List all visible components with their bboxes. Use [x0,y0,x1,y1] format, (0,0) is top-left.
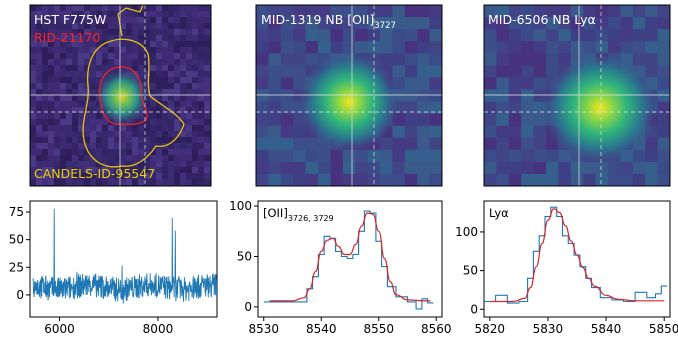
chart-1-annotation-main: [OII] [263,206,288,220]
chart-2-y-tick-label: 100 [455,225,478,239]
oii-frame [255,4,443,187]
oii-label-sub: 3727 [374,21,396,31]
oii-label-main: MID-1319 NB [OII] [261,12,374,27]
contour-yellow [82,38,185,168]
chart-1-x-tick-label: 8560 [421,322,452,336]
lya-image-panel: MID-6506 NB Lyα [483,4,671,187]
chart-1-axes-frame [257,200,443,318]
chart-2-y-tick-label: 0 [470,302,478,316]
chart-1-y-tick-label: 100 [229,199,252,213]
chart-2-axes-frame [483,200,671,318]
lya-label: MID-6506 NB Lyα [488,12,596,27]
chart-2-fit-curve [489,208,665,303]
oii-line-chart: 8530 8540 8550 8560 0 50 100 [OII]3726, 3729 [229,199,451,336]
chart-1-x-tick-label: 8540 [306,322,337,336]
broadband-spectrum-chart: 6000 8000 0 25 50 75 [9,200,218,336]
contour-red [99,66,148,125]
chart-0-y-tick-label: 75 [9,205,24,219]
chart-2-x-tick-label: 5830 [533,322,564,336]
chart-1-x-tick-label: 8550 [363,322,394,336]
chart-1-spectrum-step [263,210,434,310]
hst-image-panel: HST F775W RID-21170 CANDELS-ID-95547 [29,4,212,187]
chart-0-x-tick-label: 8000 [143,322,174,336]
chart-0-y-tick-label: 0 [16,288,24,302]
chart-2-y-tick-label: 50 [463,264,478,278]
contour-yellow-top [117,5,144,37]
chart-2-x-tick-label: 5850 [649,322,678,336]
chart-0-axes-frame [29,200,218,318]
chart-1-y-tick-label: 0 [244,300,252,314]
lya-source-blob [540,50,660,166]
chart-0-y-tick-label: 50 [9,233,24,247]
hst-frame [29,4,212,187]
chart-0-x-tick-label: 6000 [44,322,75,336]
lya-line-chart: 5820 5830 5840 5850 0 50 100 Lyα [455,200,678,336]
oii-source-blob [297,50,401,154]
chart-2-x-tick-label: 5840 [591,322,622,336]
chart-2-x-tick-label: 5820 [475,322,506,336]
chart-2-annotation: Lyα [489,206,509,220]
chart-1-x-tick-label: 8530 [248,322,279,336]
oii-label: MID-1319 NB [OII]3727 [261,12,396,31]
chart-2-annotation-main: Lyα [489,206,509,220]
lya-frame [483,4,671,187]
chart-1-fit-curve [269,212,431,302]
chart-1-annotation: [OII]3726, 3729 [263,206,334,223]
rid-label: RID-21170 [34,30,100,45]
chart-1-annotation-sub: 3726, 3729 [288,214,334,223]
broadband-spectrum-line [32,208,217,304]
chart-0-y-tick-label: 25 [9,260,24,274]
candels-label: CANDELS-ID-95547 [34,166,155,181]
oii-image-panel: MID-1319 NB [OII]3727 [255,4,443,187]
hst-label: HST F775W [34,12,106,27]
chart-1-y-tick-label: 50 [237,249,252,263]
chart-2-spectrum-step [484,206,668,304]
